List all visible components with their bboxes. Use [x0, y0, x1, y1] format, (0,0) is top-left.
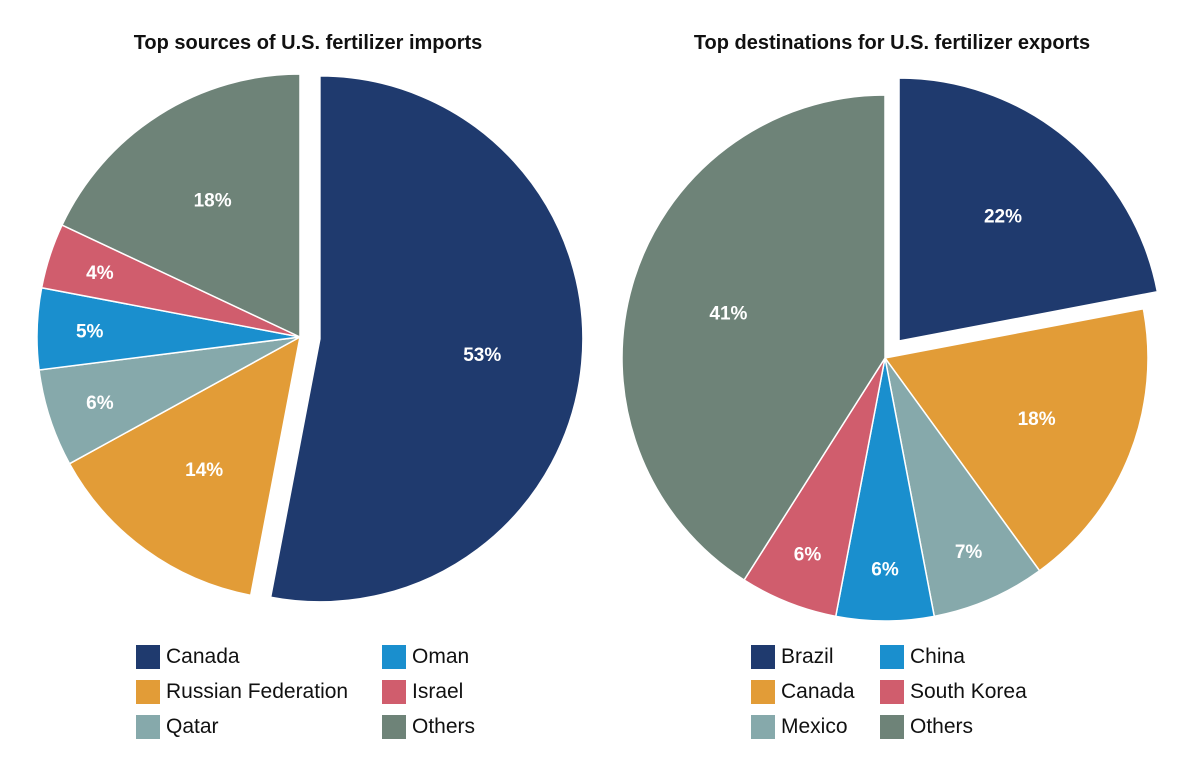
data-label: 53%	[463, 345, 501, 366]
legend-item: Mexico	[751, 715, 848, 739]
pie-slice-mexico	[884, 357, 1041, 618]
legend-item: Oman	[382, 645, 469, 669]
legend-swatch	[751, 715, 775, 739]
legend-swatch	[880, 715, 904, 739]
legend-item: Others	[880, 715, 973, 739]
legend-swatch	[751, 680, 775, 704]
data-label: 18%	[1018, 409, 1056, 430]
legend-item: Brazil	[751, 645, 834, 669]
legend-label: Oman	[412, 645, 470, 668]
data-label: 18%	[194, 190, 232, 211]
legend-label: Qatar	[166, 715, 219, 738]
legend-item: South Korea	[880, 680, 1027, 704]
legend-swatch	[136, 715, 160, 739]
data-label: 6%	[86, 393, 114, 414]
legend-label: South Korea	[910, 680, 1027, 703]
legend-swatch	[136, 680, 160, 704]
legend-item: Russian Federation	[136, 680, 348, 704]
data-label: 6%	[871, 559, 899, 580]
data-label: 14%	[185, 460, 223, 481]
legend-label: China	[910, 645, 965, 668]
data-label: 41%	[709, 304, 747, 325]
pie-slice-canada	[269, 75, 584, 603]
exports-chart-title: Top destinations for U.S. fertilizer exp…	[693, 32, 1091, 54]
data-label: 7%	[955, 542, 983, 563]
legend-label: Canada	[781, 680, 855, 703]
legend-label: Russian Federation	[166, 680, 349, 703]
pie-slice-canada	[883, 307, 1149, 572]
legend-label: Others	[910, 715, 974, 738]
data-label: 6%	[794, 545, 822, 566]
legend-swatch	[751, 645, 775, 669]
data-label: 5%	[76, 321, 104, 342]
pie-slice-others	[621, 94, 886, 582]
data-label: 22%	[984, 206, 1022, 227]
legend-item: China	[880, 645, 965, 669]
legend-swatch	[880, 680, 904, 704]
legend-swatch	[382, 680, 406, 704]
legend-swatch	[382, 645, 406, 669]
legend-item: Canada	[751, 680, 855, 704]
legend-label: Others	[412, 715, 476, 738]
legend-item: Canada	[136, 645, 240, 669]
pie-slice-russian-federation	[68, 335, 302, 597]
legend-item: Qatar	[136, 715, 219, 739]
legend-swatch	[382, 715, 406, 739]
legend-swatch	[880, 645, 904, 669]
legend-item: Others	[382, 715, 475, 739]
legend-label: Israel	[412, 680, 464, 703]
legend-label: Canada	[166, 645, 240, 668]
legend-item: Israel	[382, 680, 463, 704]
legend-label: Brazil	[781, 645, 834, 668]
pie-slice-brazil	[898, 77, 1159, 342]
data-label: 4%	[86, 263, 114, 284]
legend-swatch	[136, 645, 160, 669]
legend-label: Mexico	[781, 715, 848, 738]
pie-slice-others	[61, 73, 301, 339]
imports-chart-title: Top sources of U.S. fertilizer imports	[133, 32, 483, 54]
